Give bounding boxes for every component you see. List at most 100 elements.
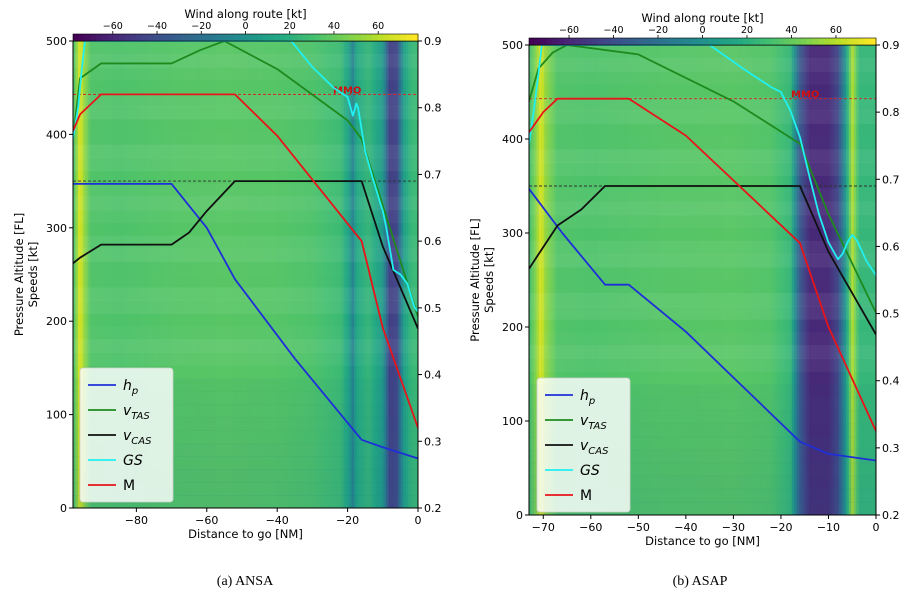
x2-tick-label: 40: [785, 25, 797, 36]
wind-column: [92, 41, 96, 508]
wind-column: [871, 45, 875, 515]
wind-column: [292, 41, 296, 508]
y-axis-label-altitude: Pressure Altitude [FL]: [468, 218, 482, 341]
wind-column: [225, 41, 229, 508]
series-line-v-cas: [529, 185, 876, 335]
y-tick-label: 400: [502, 133, 523, 146]
colorbar-segment: [673, 38, 680, 45]
wind-column: [235, 41, 239, 508]
wind-column: [358, 41, 362, 508]
wind-column: [339, 41, 343, 508]
y2-tick-label: 0.8: [424, 102, 442, 115]
colorbar-segment: [650, 38, 657, 45]
wind-column: [77, 41, 81, 508]
x-tick-label: −50: [627, 521, 650, 534]
wind-column: [766, 45, 771, 515]
wind-column: [154, 41, 158, 508]
wind-column: [341, 41, 345, 508]
wind-column: [193, 41, 197, 508]
wind-column: [250, 41, 254, 508]
colorbar-segment: [581, 38, 588, 45]
wind-column: [151, 41, 155, 508]
wind-column: [826, 45, 830, 515]
wind-column: [395, 41, 399, 508]
colorbar-segment: [107, 34, 114, 41]
wind-column: [652, 45, 657, 515]
series-line-v-tas: [529, 45, 876, 314]
wind-column: [161, 41, 165, 508]
y2-tick-label: 0.4: [424, 369, 442, 382]
colorbar-segment: [789, 38, 796, 45]
wind-column: [789, 45, 793, 515]
wind-column: [680, 45, 684, 515]
wind-column: [600, 45, 604, 515]
altitude-band: [73, 80, 418, 93]
colorbar-segment: [540, 38, 547, 45]
panel-asap: MMO−70 −60 −50 −40 −30 −20 −10 0010020030040050…: [468, 11, 900, 589]
colorbar-segment: [812, 38, 819, 45]
y-tick-label: 400: [46, 128, 67, 141]
altitude-band: [529, 110, 876, 124]
wind-column: [754, 45, 758, 515]
wind-column: [97, 41, 101, 508]
series-line-v-cas: [73, 180, 418, 330]
wind-column: [284, 41, 288, 508]
colorbar-segment: [147, 34, 155, 41]
colorbar-segment: [662, 38, 669, 45]
wind-column: [774, 45, 778, 515]
wind-column: [186, 41, 190, 508]
series-line-m: [73, 93, 418, 429]
wind-column: [771, 45, 775, 515]
wind-column: [638, 45, 642, 515]
wind-column: [677, 45, 681, 515]
wind-column: [203, 41, 207, 508]
colorbar-segment: [858, 38, 866, 45]
wind-column: [334, 41, 338, 508]
wind-column: [838, 45, 842, 515]
colorbar-segment: [829, 38, 837, 45]
mmo-label: MMO: [333, 85, 361, 96]
colorbar-segment: [731, 38, 738, 45]
wind-column: [346, 41, 350, 508]
wind-column: [105, 41, 109, 508]
wind-column: [590, 45, 595, 515]
wind-column: [588, 45, 592, 515]
altitude-band: [529, 149, 876, 163]
wind-column: [233, 41, 237, 508]
wind-column: [546, 45, 550, 515]
wind-column: [344, 41, 348, 508]
colorbar-segment: [188, 34, 195, 41]
colorbar-segment: [90, 34, 97, 41]
mmo-label: MMO: [791, 90, 819, 101]
wind-column: [752, 45, 756, 515]
wind-column: [191, 41, 195, 508]
colorbar-segment: [835, 38, 842, 45]
colorbar-segment: [702, 38, 709, 45]
colorbar-segment: [124, 34, 132, 41]
wind-column: [326, 41, 330, 508]
wind-column: [223, 41, 227, 508]
wind-column: [127, 41, 131, 508]
wind-column: [262, 41, 266, 508]
colorbar-segment: [73, 34, 80, 41]
altitude-band: [73, 300, 418, 314]
wind-column: [329, 41, 333, 508]
wind-column: [561, 45, 565, 515]
y-axis-label-speeds: Speeds [kt]: [26, 242, 40, 308]
wind-column: [670, 45, 674, 515]
y2-tick-label: 0.6: [424, 235, 442, 248]
x2-tick-label: −40: [147, 21, 167, 32]
altitude-band: [529, 319, 876, 333]
wind-column: [287, 41, 291, 508]
x2-tick-label: −60: [103, 21, 123, 32]
colorbar-segment: [569, 38, 576, 45]
wind-column: [866, 45, 870, 515]
wind-column: [413, 41, 417, 508]
y-tick-label: 500: [502, 39, 523, 52]
x2-tick-label: 60: [372, 21, 384, 32]
colorbar-segment: [748, 38, 756, 45]
wind-column: [543, 45, 547, 515]
wind-column: [82, 41, 86, 508]
colorbar-segment: [633, 38, 640, 45]
wind-column: [635, 45, 639, 515]
